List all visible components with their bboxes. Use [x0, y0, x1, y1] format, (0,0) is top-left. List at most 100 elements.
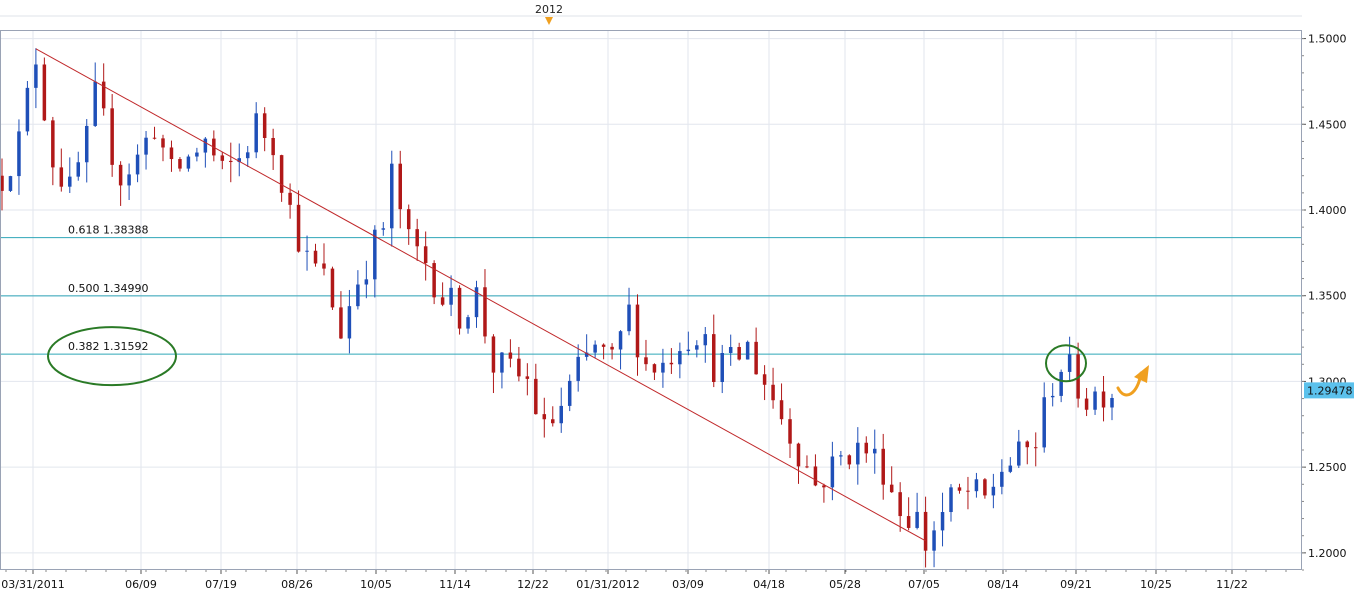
candle	[356, 270, 360, 310]
candle-body	[347, 306, 352, 339]
candle	[500, 352, 504, 389]
candle-body	[932, 530, 936, 551]
last-price-label: 1.29478	[1307, 384, 1353, 397]
candle	[254, 102, 258, 159]
candle	[1042, 382, 1046, 453]
candle	[813, 454, 818, 487]
candle	[381, 222, 386, 236]
candle	[559, 387, 563, 433]
candle-body	[610, 346, 614, 350]
candle-body	[279, 155, 284, 193]
candle-body	[644, 357, 648, 365]
candle	[1050, 383, 1055, 407]
candle	[195, 147, 199, 162]
candle	[728, 334, 733, 366]
x-tick-label: 07/05	[908, 578, 940, 591]
candle-body	[135, 154, 140, 175]
candle-body	[110, 108, 114, 165]
candle	[178, 157, 182, 172]
candle	[8, 175, 13, 192]
candle	[406, 204, 411, 245]
candle	[669, 348, 674, 374]
candle-body	[805, 466, 809, 468]
x-tick-label: 08/14	[987, 578, 1019, 591]
trendline-layer	[35, 48, 926, 542]
candle-body	[898, 492, 902, 517]
candle-body	[288, 192, 292, 205]
candle-body	[712, 334, 716, 382]
candle	[1093, 386, 1097, 415]
candle-body	[169, 147, 174, 160]
candle	[788, 408, 792, 459]
candle	[991, 473, 996, 509]
candle	[262, 107, 267, 152]
candle-body	[1000, 471, 1004, 487]
candle-body	[551, 419, 555, 424]
candle-body	[508, 352, 513, 359]
candle	[822, 483, 826, 503]
candle	[474, 280, 479, 328]
candle-body	[161, 138, 165, 148]
candle	[347, 289, 352, 354]
fib-label: 0.500 1.34990	[68, 282, 148, 295]
x-tick-label: 03/31/2011	[1, 578, 64, 591]
candle-body	[68, 176, 72, 187]
candle-body	[1067, 354, 1072, 372]
resistance-highlight-circle	[1045, 344, 1087, 383]
candle	[652, 363, 657, 381]
candle	[1025, 440, 1030, 465]
candle	[618, 330, 623, 370]
candle	[84, 119, 89, 183]
candle	[279, 154, 284, 202]
y-tick-label: 1.5000	[1308, 33, 1347, 46]
candle-body	[864, 442, 869, 454]
candle	[847, 454, 852, 470]
candle-body	[1093, 391, 1097, 410]
candle-body	[474, 287, 479, 318]
candle	[1084, 387, 1089, 417]
candle-body	[796, 443, 801, 467]
candle-body	[373, 229, 377, 280]
candle	[1110, 393, 1114, 421]
candle	[466, 314, 470, 334]
candle	[940, 492, 945, 547]
candle-body	[415, 229, 419, 247]
candle	[678, 342, 682, 379]
candle-body	[652, 364, 657, 373]
candle	[161, 134, 165, 162]
candle-body	[847, 455, 852, 465]
candle-body	[406, 209, 411, 230]
candle-body	[356, 284, 360, 307]
candle-body	[59, 167, 64, 187]
candle-body	[42, 64, 47, 121]
x-tick-label: 01/31/2012	[576, 578, 639, 591]
candle-body	[483, 287, 487, 337]
year-marker-label: 2012	[535, 3, 563, 16]
candle-body	[915, 511, 919, 528]
candle-body	[1101, 391, 1106, 408]
candle	[1008, 457, 1013, 474]
candle	[635, 294, 640, 376]
candle	[567, 374, 572, 412]
candle-body	[186, 156, 191, 169]
fib-382-highlight-circle	[47, 326, 177, 387]
candle	[17, 119, 21, 195]
candle	[1101, 375, 1106, 422]
candle-body	[983, 479, 987, 496]
candle	[313, 243, 318, 267]
candle	[610, 343, 614, 360]
candle-body	[245, 152, 250, 159]
candle	[296, 190, 301, 253]
candle-body	[661, 362, 665, 373]
candle	[966, 476, 970, 510]
candle-body	[1050, 395, 1055, 398]
candle-body	[1025, 441, 1030, 448]
candle	[330, 266, 335, 310]
candle	[322, 243, 326, 276]
candle-body	[991, 486, 996, 496]
candle-body	[881, 448, 885, 485]
last-price-badge	[1304, 382, 1354, 399]
candle-body	[788, 419, 792, 444]
candle	[1017, 429, 1021, 469]
